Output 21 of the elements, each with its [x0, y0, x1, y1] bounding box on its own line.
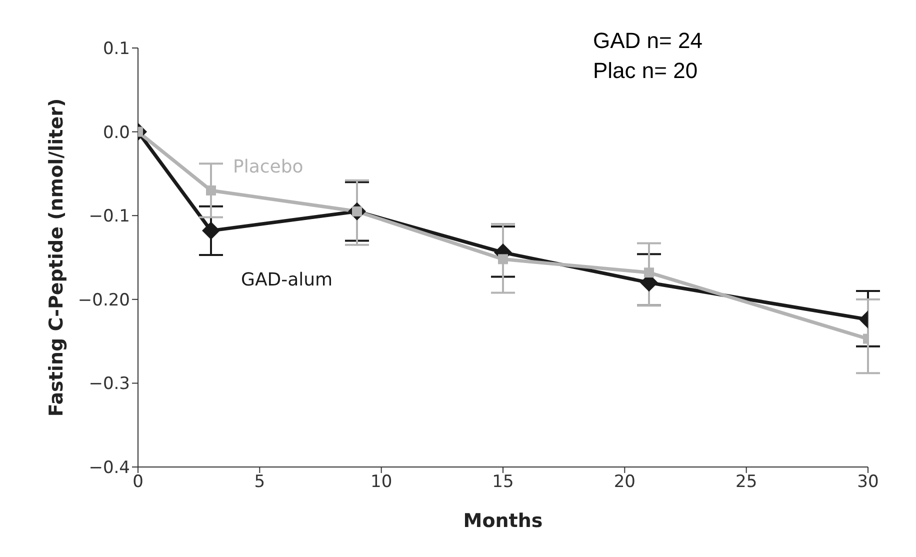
series-label: Placebo [233, 156, 304, 178]
y-tick-label: 0.0 [102, 122, 130, 143]
y-tick-label: −0.1 [88, 206, 130, 227]
x-axis-title: Months [463, 510, 543, 532]
annotation: Plac n= 20 [593, 57, 699, 85]
text: GAD-alum [241, 270, 333, 291]
x-tick-label: 5 [254, 472, 266, 492]
annotation: GAD n= 24 [593, 27, 702, 55]
x-tick-label: 20 [614, 472, 636, 492]
x-tick-label: 0 [132, 472, 144, 492]
x-tick-label: 10 [370, 472, 392, 492]
x-tick-label: 15 [492, 472, 514, 492]
y-tick-label: −0.3 [88, 374, 130, 394]
point [644, 268, 654, 278]
point [498, 254, 508, 264]
y-tick-label: 0.1 [102, 39, 130, 60]
y-axis-title: Fasting C-Peptide (nmol/liter) [46, 98, 68, 417]
y-tick-label: −0.20 [78, 290, 130, 310]
y-tick-label: −0.4 [88, 458, 130, 478]
x-tick-label: 30 [857, 472, 879, 492]
x-tick-label: 25 [736, 472, 758, 492]
